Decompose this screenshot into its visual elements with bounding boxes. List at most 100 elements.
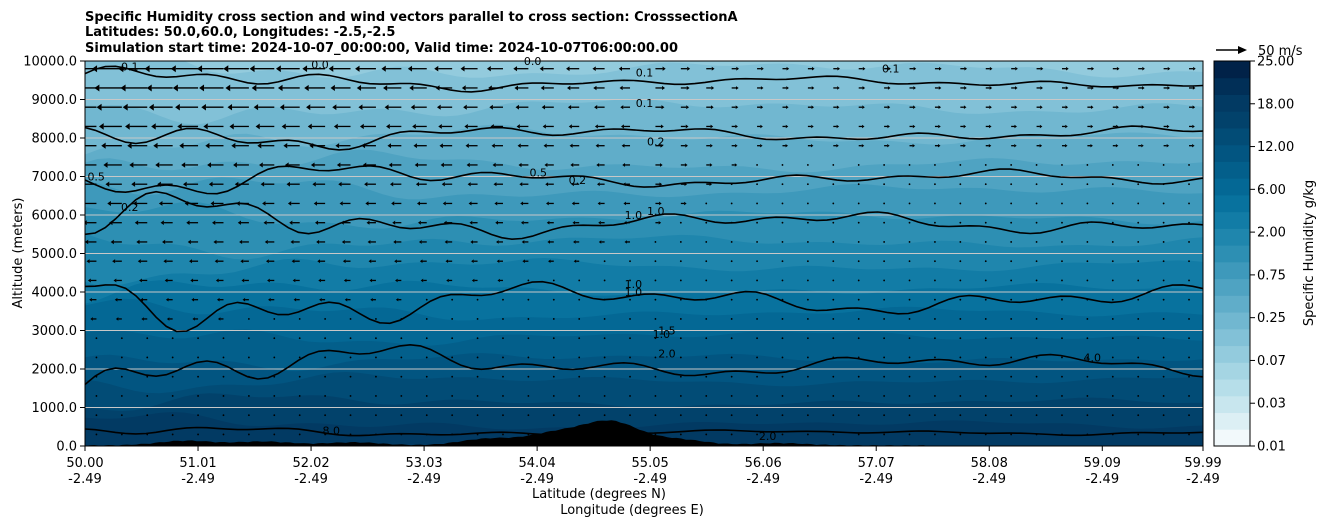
wind-vector (883, 337, 886, 340)
wind-vector (298, 318, 301, 320)
wind-vector (934, 221, 936, 224)
wind-vector (1137, 395, 1140, 397)
wind-vector-head (190, 278, 194, 283)
wind-vector (247, 375, 250, 378)
wind-vector (806, 318, 809, 320)
colorbar-segment (1214, 228, 1250, 246)
wind-vector (1137, 183, 1140, 186)
wind-vector (756, 202, 758, 205)
colorbar-segment (1214, 211, 1250, 229)
wind-vector-head (785, 143, 789, 148)
wind-vector (934, 318, 936, 320)
wind-vector (934, 279, 936, 282)
wind-vector (552, 279, 555, 282)
wind-vector (171, 395, 174, 397)
wind-vector (171, 337, 174, 340)
colorbar-segment (1214, 194, 1250, 213)
wind-vector-head (239, 239, 243, 245)
wind-vector-head (662, 85, 666, 91)
wind-vector-head (383, 85, 388, 91)
wind-vector-head (546, 220, 550, 225)
x-tick-label-latitude: 52.02 (292, 456, 329, 471)
wind-vector (781, 298, 784, 301)
wind-vector-head (1167, 86, 1171, 90)
wind-vector (603, 298, 606, 301)
wind-vector-head (1141, 105, 1145, 109)
contour-label: 1.0 (653, 328, 671, 341)
quiver-key-arrowhead (1238, 46, 1247, 54)
wind-vector (349, 356, 352, 359)
wind-vector (349, 414, 352, 417)
wind-vector (502, 298, 504, 301)
wind-vector-head (811, 86, 815, 90)
wind-vector (1061, 183, 1063, 186)
contour-label: 1.5 (658, 324, 676, 337)
contour-line-0.5 (85, 164, 1203, 195)
wind-vector (375, 433, 377, 436)
wind-vector-head (595, 143, 599, 148)
wind-vector-head (177, 123, 182, 130)
wind-vector (1188, 183, 1190, 186)
wind-vector (120, 395, 123, 397)
wind-vector-head (597, 201, 601, 206)
wind-vector (781, 241, 784, 243)
wind-vector (730, 433, 733, 436)
wind-vector-head (662, 66, 666, 71)
wind-vector-head (284, 162, 289, 168)
wind-vector (1035, 356, 1038, 359)
wind-vector-head (96, 103, 102, 111)
wind-vector (425, 318, 428, 320)
colorbar-segment (1214, 328, 1250, 347)
wind-vector-head (1192, 86, 1196, 90)
contour-label: 0.1 (121, 61, 139, 74)
wind-vector (324, 414, 327, 417)
colorbar-segment (1214, 144, 1250, 162)
wind-vector-head (231, 142, 236, 149)
wind-vector-head (684, 182, 688, 186)
wind-vector (1188, 241, 1190, 243)
wind-vector-head (365, 201, 369, 206)
wind-vector (781, 164, 784, 166)
wind-vector-head (1091, 86, 1094, 90)
wind-vector (781, 221, 784, 224)
wind-vector-head (661, 105, 665, 110)
wind-vector (603, 395, 606, 397)
wind-vector (654, 356, 657, 359)
wind-vector (679, 221, 682, 224)
wind-vector-head (1142, 66, 1145, 71)
wind-vector (400, 356, 403, 359)
wind-vector (883, 241, 886, 243)
wind-vector-head (416, 201, 420, 206)
colorbar-segment (1214, 295, 1250, 313)
wind-vector (578, 375, 581, 378)
wind-vector-head (471, 259, 474, 264)
wind-vector (1162, 318, 1165, 320)
wind-vector-head (467, 182, 471, 187)
wind-vector-head (384, 104, 389, 110)
wind-vector (806, 375, 809, 378)
wind-vector-head (810, 143, 814, 148)
wind-vector-head (938, 105, 942, 109)
wind-vector (120, 356, 123, 359)
wind-vector (959, 260, 962, 263)
wind-vector (705, 202, 708, 205)
x-tick-label-longitude: -2.49 (520, 472, 554, 487)
wind-vector-head (339, 201, 343, 206)
wind-vector-head (735, 86, 739, 90)
wind-vector (679, 356, 682, 359)
wind-vector-head (112, 259, 116, 264)
wind-vector-head (1065, 105, 1069, 109)
wind-vector (1162, 221, 1165, 224)
colorbar-segment (1214, 161, 1250, 179)
wind-vector (705, 356, 708, 359)
wind-vector (527, 414, 530, 417)
contour-labels: 0.1 0.0 0.00.10.10.10.20.50.20.50.21.0 1.01… (87, 55, 1101, 443)
wind-vector-head (1141, 124, 1145, 129)
wind-vector (908, 433, 911, 436)
wind-vector-head (1166, 124, 1170, 129)
wind-vector-head (263, 220, 267, 225)
wind-vector (1137, 298, 1140, 301)
wind-vector-head (92, 65, 98, 73)
grid-lines (85, 99, 1203, 408)
